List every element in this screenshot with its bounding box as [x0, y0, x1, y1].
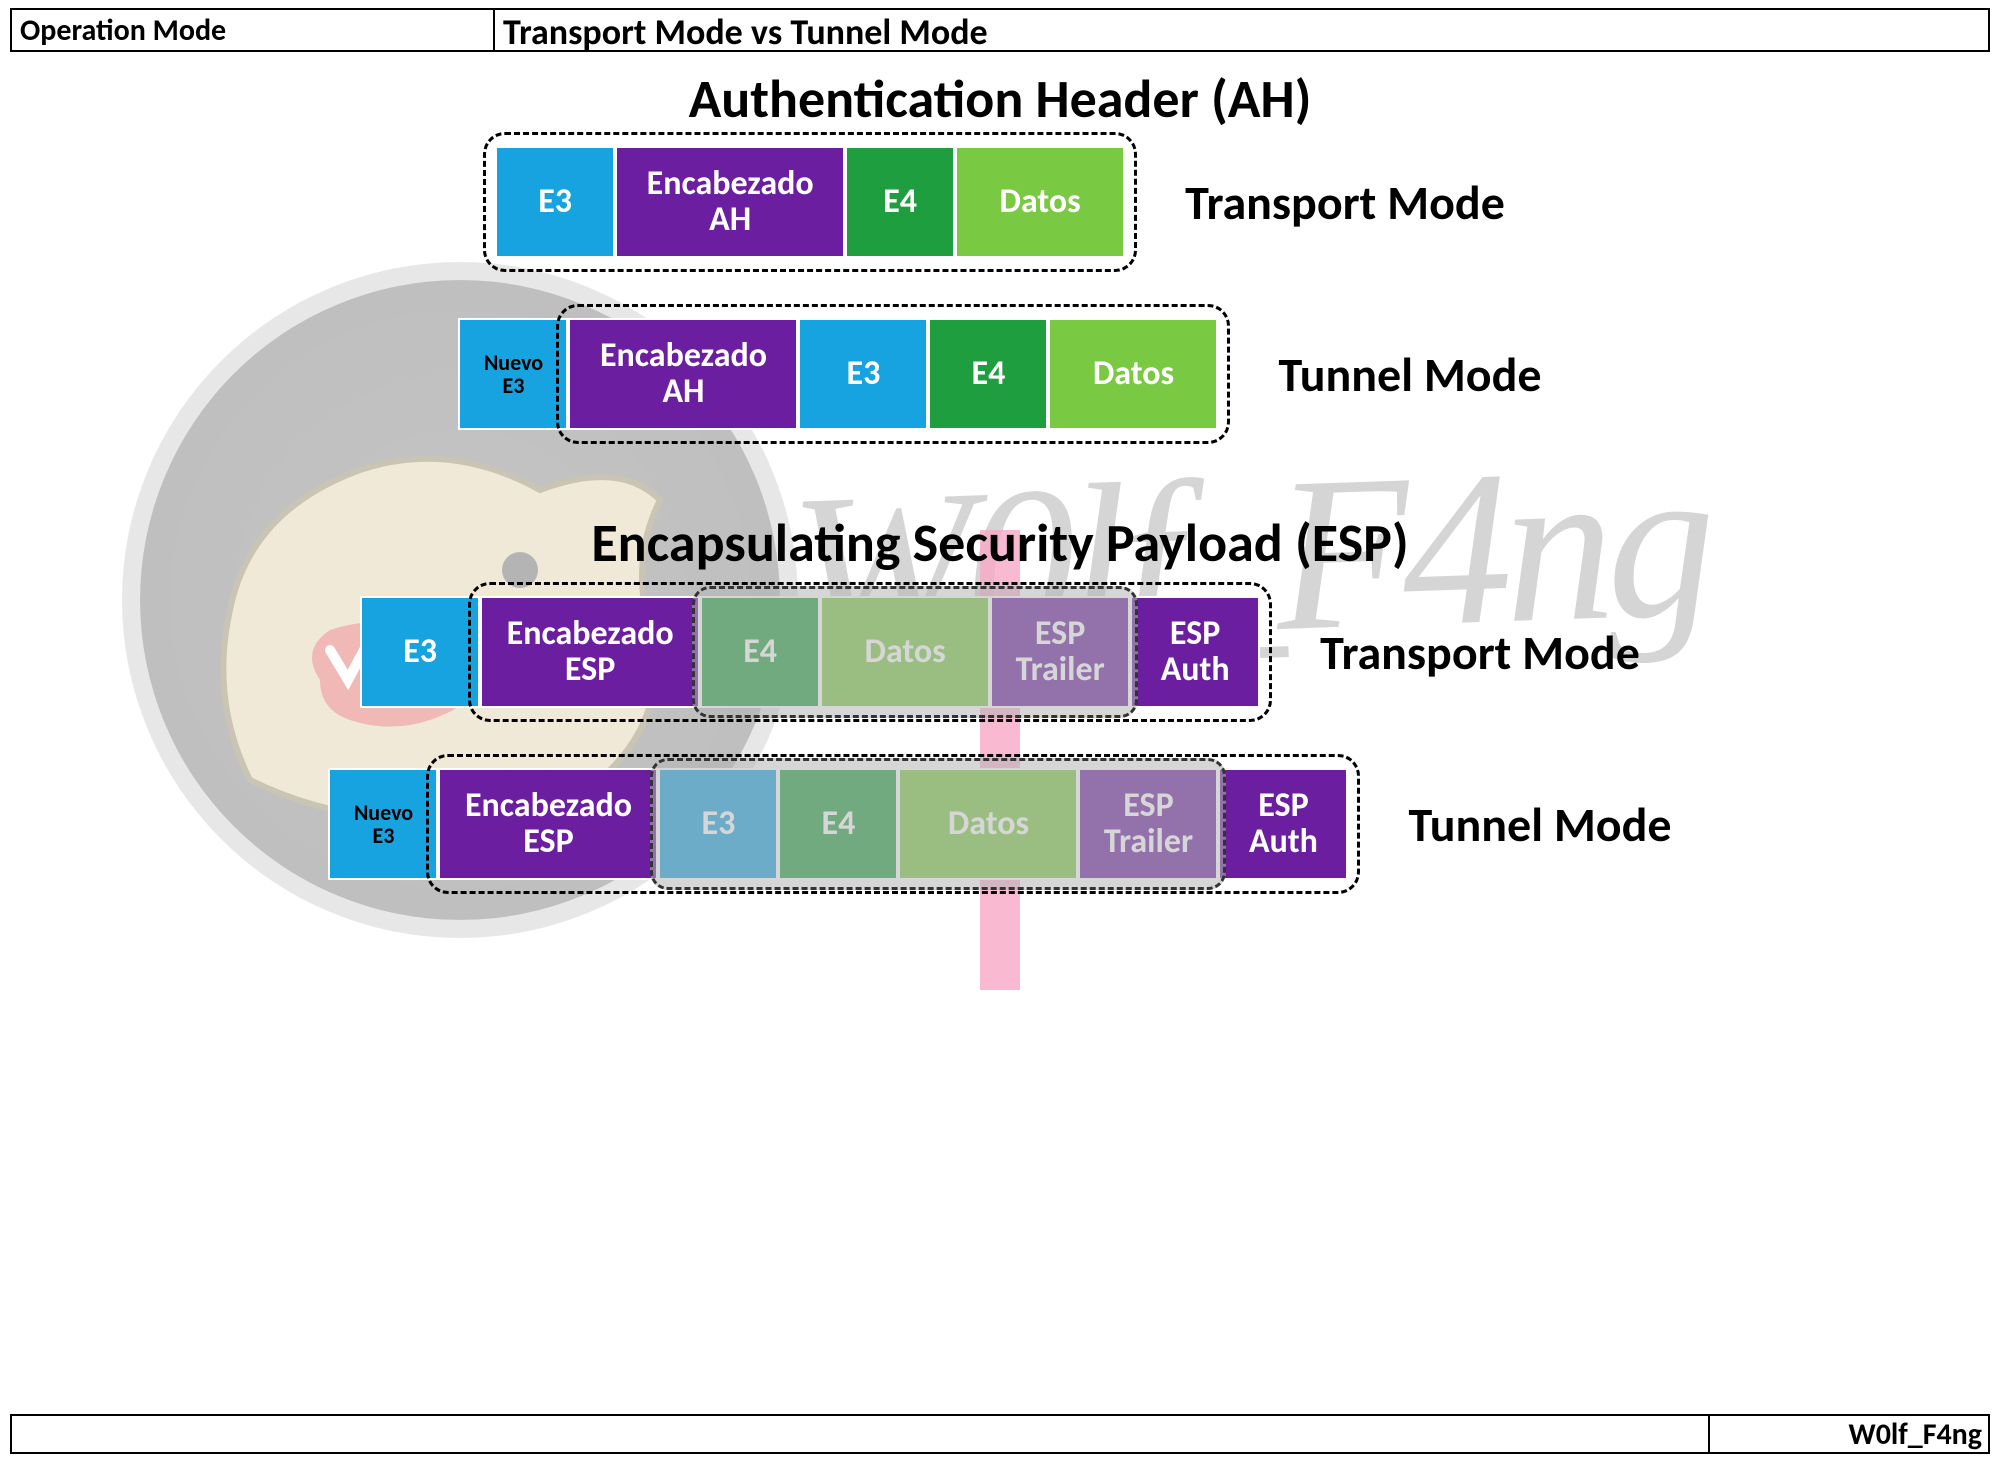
esp-transport-box: ESPAuth	[1130, 596, 1260, 708]
esp-tunnel-box: EncabezadoESP	[438, 768, 658, 880]
esp-tunnel-label: Tunnel Mode	[1408, 795, 1671, 854]
ah-transport-row: E3EncabezadoAHE4Datos Transport Mode	[0, 146, 2000, 258]
esp-tunnel-box: NuevoE3	[328, 768, 438, 880]
ah-tunnel-label: Tunnel Mode	[1278, 345, 1541, 404]
ah-tunnel-box: NuevoE3	[458, 318, 568, 430]
esp-transport-box: E3	[360, 596, 480, 708]
header-right: Transport Mode vs Tunnel Mode	[495, 8, 1990, 52]
esp-tunnel-box: ESPTrailer	[1078, 768, 1218, 880]
ah-tunnel-box: E4	[928, 318, 1048, 430]
ah-tunnel-box: EncabezadoAH	[568, 318, 798, 430]
esp-section-title: Encapsulating Security Payload (ESP)	[0, 510, 2000, 576]
footer-right: W0lf_F4ng	[1710, 1414, 1990, 1454]
esp-tunnel-row: NuevoE3EncabezadoESPE3E4DatosESPTrailerE…	[0, 768, 2000, 880]
esp-tunnel-box: E4	[778, 768, 898, 880]
ah-transport-packet: E3EncabezadoAHE4Datos	[495, 146, 1125, 258]
esp-tunnel-packet: NuevoE3EncabezadoESPE3E4DatosESPTrailerE…	[328, 768, 1348, 880]
ah-transport-box: Datos	[955, 146, 1125, 258]
esp-transport-label: Transport Mode	[1320, 623, 1640, 682]
esp-tunnel-box: E3	[658, 768, 778, 880]
esp-transport-box: E4	[700, 596, 820, 708]
diagram-content: Authentication Header (AH) E3EncabezadoA…	[0, 60, 2000, 940]
esp-transport-box: EncabezadoESP	[480, 596, 700, 708]
ah-section-title: Authentication Header (AH)	[0, 66, 2000, 132]
ah-transport-label: Transport Mode	[1185, 173, 1505, 232]
ah-transport-box: E3	[495, 146, 615, 258]
esp-transport-box: Datos	[820, 596, 990, 708]
esp-tunnel-box: Datos	[898, 768, 1078, 880]
ah-tunnel-row: NuevoE3EncabezadoAHE3E4Datos Tunnel Mode	[0, 318, 2000, 430]
footer: W0lf_F4ng	[10, 1414, 1990, 1454]
ah-transport-box: E4	[845, 146, 955, 258]
ah-tunnel-box: Datos	[1048, 318, 1218, 430]
ah-transport-box: EncabezadoAH	[615, 146, 845, 258]
footer-left	[10, 1414, 1710, 1454]
esp-transport-row: E3EncabezadoESPE4DatosESPTrailerESPAuth …	[0, 596, 2000, 708]
header-left: Operation Mode	[10, 8, 495, 52]
header: Operation Mode Transport Mode vs Tunnel …	[10, 8, 1990, 52]
ah-tunnel-box: E3	[798, 318, 928, 430]
ah-tunnel-packet: NuevoE3EncabezadoAHE3E4Datos	[458, 318, 1218, 430]
esp-transport-packet: E3EncabezadoESPE4DatosESPTrailerESPAuth	[360, 596, 1260, 708]
esp-transport-box: ESPTrailer	[990, 596, 1130, 708]
esp-tunnel-box: ESPAuth	[1218, 768, 1348, 880]
